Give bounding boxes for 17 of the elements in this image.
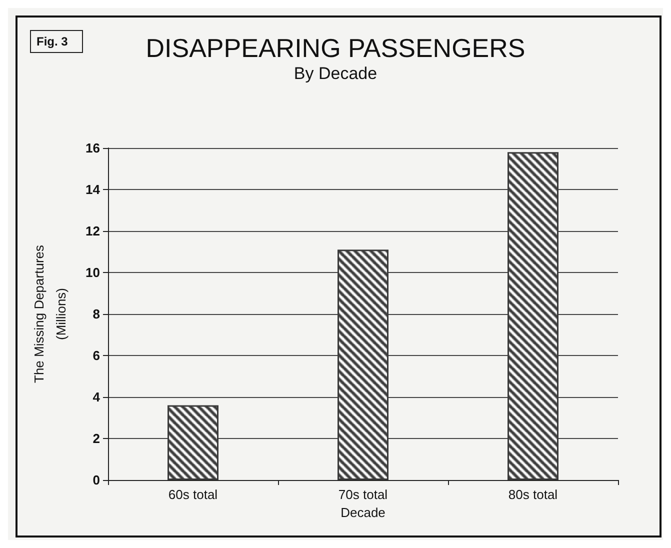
- x-axis-title: Decade: [340, 504, 386, 520]
- y-tick-label: 0: [92, 472, 100, 488]
- chart-subtitle: By Decade: [294, 64, 378, 83]
- y-tick-label: 14: [86, 182, 101, 197]
- y-axis-title: The Missing Departures (Millions): [32, 244, 68, 383]
- caption: Fig. 3: [36, 34, 68, 48]
- chart-title: DISAPPEARING PASSENGERS: [146, 33, 526, 63]
- y-tick-label: 4: [92, 390, 101, 404]
- x-tick-label: 80s total: [508, 487, 558, 502]
- x-tick-label: 60s total: [168, 487, 218, 502]
- y-tick-label: 6: [92, 348, 100, 363]
- y-tick-label: 8: [92, 306, 100, 322]
- y-tick-label: 2: [92, 431, 100, 446]
- y-tick-label: 16: [86, 140, 100, 156]
- y-tick-label: 10: [86, 265, 100, 280]
- y-tick-label: 12: [86, 224, 100, 238]
- x-tick-label: 70s total: [338, 487, 388, 502]
